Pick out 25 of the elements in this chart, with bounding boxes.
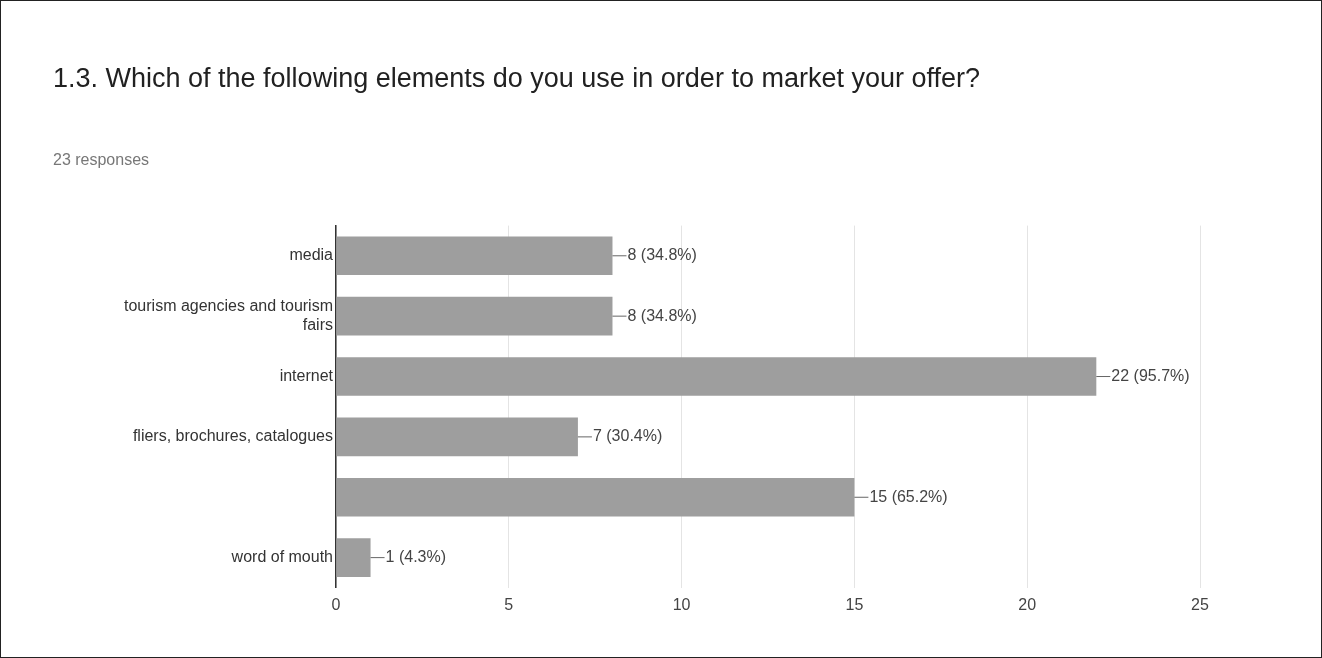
y-tick-label: internet xyxy=(279,366,334,384)
bar xyxy=(336,357,1097,396)
bar xyxy=(336,538,371,577)
x-tick-label: 5 xyxy=(504,595,514,613)
y-tick-label: fliers, brochures, catalogues xyxy=(132,427,333,445)
y-tick-label: word of mouth xyxy=(230,548,333,566)
data-label: 22 (95.7%) xyxy=(1111,366,1190,384)
bar xyxy=(336,417,578,457)
y-tick-label: media xyxy=(289,246,334,264)
x-tick-label: 0 xyxy=(331,595,341,613)
chart-title: 1.3. Which of the following elements do you use in order to market your offer? xyxy=(53,62,981,95)
x-tick-label: 15 xyxy=(845,595,864,613)
bar xyxy=(336,296,613,336)
data-label: 1 (4.3%) xyxy=(385,548,447,566)
data-label: 8 (34.8%) xyxy=(627,246,697,264)
bar xyxy=(336,477,855,517)
data-label: 15 (65.2%) xyxy=(869,487,948,505)
bar xyxy=(336,236,613,276)
x-tick-label: 20 xyxy=(1018,595,1037,613)
x-tick-label: 10 xyxy=(672,595,691,613)
x-tick-label: 25 xyxy=(1191,595,1209,613)
data-label: 7 (30.4%) xyxy=(592,427,663,445)
y-tick-label: tourism agencies and tourism fairs xyxy=(124,296,333,334)
data-label: 8 (34.8%) xyxy=(627,306,697,324)
text: 23 responses xyxy=(53,151,150,169)
